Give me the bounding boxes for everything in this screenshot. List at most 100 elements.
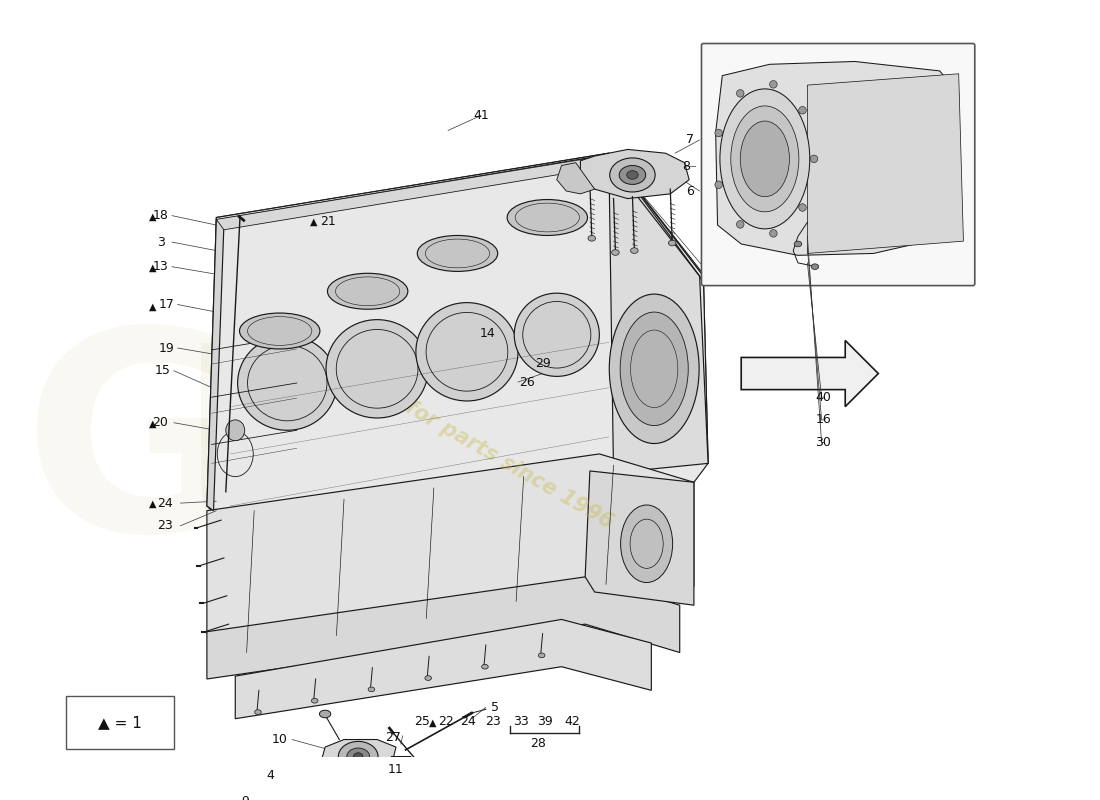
FancyBboxPatch shape xyxy=(702,43,975,286)
Text: 23: 23 xyxy=(485,715,502,728)
Ellipse shape xyxy=(620,505,672,582)
Text: ▲: ▲ xyxy=(150,499,156,509)
Ellipse shape xyxy=(514,293,600,376)
Text: 16: 16 xyxy=(815,414,832,426)
Ellipse shape xyxy=(339,742,378,772)
Ellipse shape xyxy=(609,158,656,192)
Text: 18: 18 xyxy=(153,209,168,222)
Ellipse shape xyxy=(619,166,646,185)
Text: 17: 17 xyxy=(158,298,174,311)
Polygon shape xyxy=(217,155,614,230)
Text: 25: 25 xyxy=(415,715,430,728)
Polygon shape xyxy=(581,150,690,198)
Text: 15: 15 xyxy=(154,364,170,378)
FancyBboxPatch shape xyxy=(66,696,174,749)
Ellipse shape xyxy=(319,710,331,718)
Ellipse shape xyxy=(240,313,320,349)
Ellipse shape xyxy=(609,294,700,443)
Ellipse shape xyxy=(417,235,497,271)
Ellipse shape xyxy=(794,241,802,247)
Ellipse shape xyxy=(811,155,817,162)
Ellipse shape xyxy=(328,274,408,310)
Ellipse shape xyxy=(730,106,799,212)
Text: 10: 10 xyxy=(272,733,287,746)
Polygon shape xyxy=(207,153,708,520)
Text: 27: 27 xyxy=(385,731,402,744)
Polygon shape xyxy=(741,341,878,406)
Ellipse shape xyxy=(630,248,638,254)
Polygon shape xyxy=(585,471,694,606)
Text: 40: 40 xyxy=(815,390,832,404)
Ellipse shape xyxy=(346,748,370,765)
Ellipse shape xyxy=(737,221,744,228)
Text: B: B xyxy=(352,328,563,598)
Text: 42: 42 xyxy=(564,715,580,728)
Polygon shape xyxy=(207,454,694,634)
Ellipse shape xyxy=(311,698,318,703)
Ellipse shape xyxy=(507,199,587,235)
Polygon shape xyxy=(207,577,680,679)
Text: 28: 28 xyxy=(530,737,546,750)
Text: 39: 39 xyxy=(538,715,553,728)
Ellipse shape xyxy=(719,89,810,229)
Ellipse shape xyxy=(238,336,337,430)
Ellipse shape xyxy=(326,320,428,418)
Text: U: U xyxy=(173,334,420,630)
Text: 9: 9 xyxy=(241,795,249,800)
Ellipse shape xyxy=(416,302,518,401)
Polygon shape xyxy=(287,764,320,790)
Ellipse shape xyxy=(770,230,778,237)
Ellipse shape xyxy=(715,130,723,137)
Polygon shape xyxy=(716,62,959,255)
Text: 11: 11 xyxy=(388,763,404,776)
Text: 4: 4 xyxy=(266,769,274,782)
Polygon shape xyxy=(320,739,396,774)
Text: 41: 41 xyxy=(473,109,490,122)
Ellipse shape xyxy=(368,687,375,692)
Ellipse shape xyxy=(482,664,488,669)
Text: ▲: ▲ xyxy=(150,418,156,429)
Text: G: G xyxy=(22,319,250,589)
Text: 21: 21 xyxy=(320,214,336,228)
Text: 24: 24 xyxy=(157,497,173,510)
Ellipse shape xyxy=(588,235,595,241)
Ellipse shape xyxy=(627,170,638,179)
Ellipse shape xyxy=(811,264,818,270)
Ellipse shape xyxy=(254,710,262,714)
Polygon shape xyxy=(207,219,224,510)
Polygon shape xyxy=(235,619,651,718)
Text: 30: 30 xyxy=(815,436,832,449)
Text: 14: 14 xyxy=(480,327,496,340)
Text: 13: 13 xyxy=(153,260,168,273)
Ellipse shape xyxy=(612,250,619,255)
Text: 20: 20 xyxy=(153,416,168,430)
Text: ▲: ▲ xyxy=(429,718,437,727)
Polygon shape xyxy=(557,162,595,194)
Text: 3: 3 xyxy=(156,235,165,249)
Ellipse shape xyxy=(715,181,723,189)
Polygon shape xyxy=(608,153,708,473)
Ellipse shape xyxy=(740,121,790,197)
Text: ▲: ▲ xyxy=(310,218,318,227)
Text: 22: 22 xyxy=(438,715,454,728)
Text: ▲: ▲ xyxy=(150,302,156,311)
Ellipse shape xyxy=(538,653,544,658)
Ellipse shape xyxy=(226,420,244,441)
Text: 29: 29 xyxy=(535,357,550,370)
Ellipse shape xyxy=(620,312,689,426)
Text: 33: 33 xyxy=(513,715,529,728)
Text: 8: 8 xyxy=(682,160,691,173)
Text: 26: 26 xyxy=(519,375,535,389)
Text: a passion for parts since 1996: a passion for parts since 1996 xyxy=(299,338,616,533)
Ellipse shape xyxy=(353,753,363,760)
Ellipse shape xyxy=(737,90,744,97)
Ellipse shape xyxy=(799,106,806,114)
Ellipse shape xyxy=(770,81,778,88)
Text: 5: 5 xyxy=(492,701,499,714)
Polygon shape xyxy=(392,757,420,780)
Text: 19: 19 xyxy=(158,342,174,354)
Text: ▲ = 1: ▲ = 1 xyxy=(98,715,142,730)
Ellipse shape xyxy=(799,204,806,211)
Ellipse shape xyxy=(669,240,675,246)
Polygon shape xyxy=(807,74,964,254)
